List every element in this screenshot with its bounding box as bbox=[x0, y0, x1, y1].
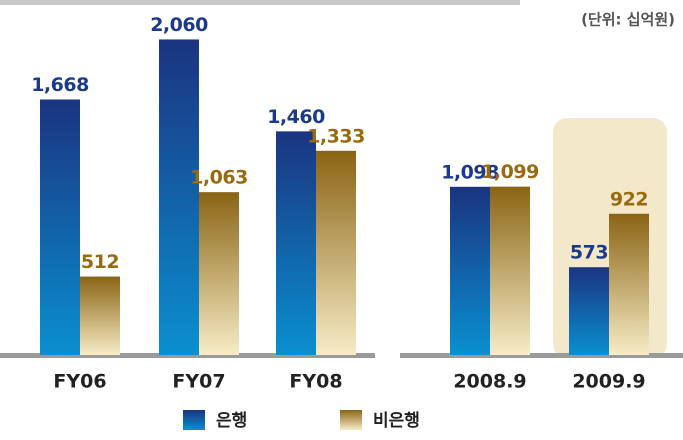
bar bbox=[276, 131, 316, 355]
value-label: 2,060 bbox=[150, 14, 208, 36]
bar bbox=[490, 186, 530, 355]
unit-label: (단위: 십억원) bbox=[581, 11, 675, 29]
x-tick-label: FY07 bbox=[172, 371, 225, 393]
value-label: 512 bbox=[81, 251, 119, 273]
baseline bbox=[400, 353, 683, 358]
top-strip bbox=[0, 0, 520, 5]
bar bbox=[159, 39, 199, 355]
value-label: 1,333 bbox=[307, 125, 365, 147]
value-label: 1,063 bbox=[190, 167, 248, 189]
value-label: 1,099 bbox=[481, 161, 539, 183]
value-label: 1,098 bbox=[441, 161, 499, 183]
value-label: 922 bbox=[610, 188, 648, 210]
value-label: 1,668 bbox=[31, 74, 89, 96]
x-tick-label: FY08 bbox=[289, 371, 342, 393]
bar bbox=[569, 267, 609, 355]
bar bbox=[80, 276, 120, 355]
legend-swatch bbox=[183, 410, 205, 430]
bar bbox=[316, 150, 356, 355]
x-tick-label: FY06 bbox=[53, 371, 106, 393]
value-label: 573 bbox=[570, 242, 608, 264]
bar bbox=[40, 99, 80, 355]
baseline bbox=[0, 353, 375, 358]
x-tick-label: 2009.9 bbox=[572, 371, 645, 393]
bar bbox=[609, 213, 649, 355]
bar bbox=[450, 186, 490, 355]
legend-label: 은행 bbox=[216, 411, 247, 431]
value-label: 1,460 bbox=[267, 106, 325, 128]
legend-label: 비은행 bbox=[373, 411, 420, 431]
x-tick-label: 2008.9 bbox=[453, 371, 526, 393]
legend-swatch bbox=[340, 410, 362, 430]
bar bbox=[199, 192, 239, 355]
